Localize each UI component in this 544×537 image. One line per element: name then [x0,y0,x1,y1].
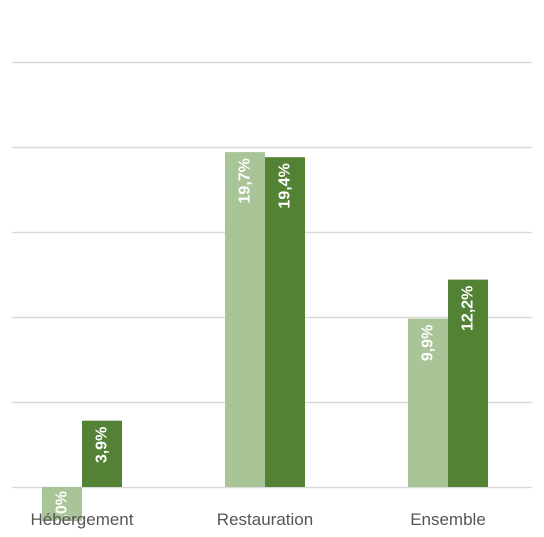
category-labels: Hébergement Restauration Ensemble [30,510,485,529]
data-label: -2,0% [54,491,71,532]
bar [82,420,122,487]
category-label: Ensemble [410,510,486,529]
data-label: 12,2% [460,286,477,331]
bar [265,157,305,487]
bar [448,279,488,487]
data-label: 9,9% [420,325,437,361]
bars [42,152,488,521]
bar [225,152,265,487]
bar [408,318,448,487]
category-label: Hébergement [30,510,133,529]
data-label: 3,9% [94,427,111,463]
category-label: Restauration [217,510,313,529]
data-label: 19,4% [277,163,294,208]
data-label: 19,7% [237,158,254,203]
bar [42,487,82,521]
data-labels: -2,0% 3,9% 19,7% 19,4% 9,9% 12,2% [54,158,477,533]
